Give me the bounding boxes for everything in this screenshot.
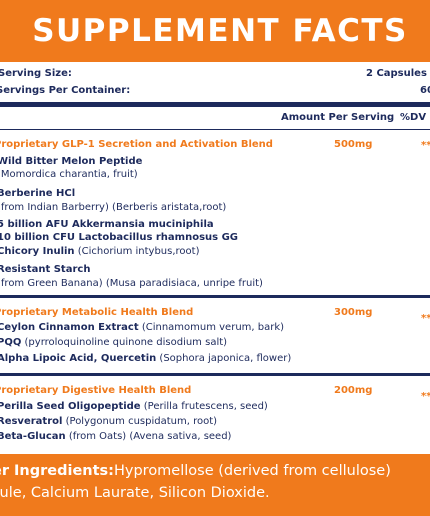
divider [0, 129, 430, 130]
blend-amount: 300mg [334, 307, 373, 318]
servings-per-container-label: Servings Per Container: [0, 85, 131, 96]
ingredient: Resistant Starch [0, 264, 91, 275]
blend-dv: ** [421, 140, 430, 151]
ingredient: 5 billion AFU Akkermansia muciniphila [0, 219, 214, 230]
blend-title: Proprietary Metabolic Health Blend [0, 307, 194, 318]
ingredient: 10 billion CFU Lactobacillus rhamnosus G… [0, 232, 239, 243]
ingredient: Ceylon Cinnamon Extract (Cinnamomum veru… [0, 322, 285, 333]
dv-header: %DV [400, 112, 427, 123]
blend-dv: ** [421, 313, 430, 324]
blend-amount: 200mg [334, 385, 373, 396]
blend-divider [0, 295, 430, 298]
ingredient-source: (from Green Banana) (Musa paradisiaca, u… [0, 278, 263, 289]
thick-divider [0, 102, 430, 107]
other-ingredients-label: er Ingredients: [0, 463, 114, 479]
blend-title: Proprietary Digestive Health Blend [0, 385, 192, 396]
ingredient: PQQ (pyrroloquinoline quinone disodium s… [0, 337, 228, 348]
blend-dv: ** [421, 391, 430, 402]
serving-size-value: 2 Capsules [366, 68, 427, 79]
blend-title: Proprietary GLP-1 Secretion and Activati… [0, 139, 273, 150]
ingredient: Beta-Glucan (from Oats) (Avena sativa, s… [0, 431, 232, 442]
ingredient-source: (from Indian Barberry) (Berberis aristat… [0, 202, 227, 213]
servings-per-container-value: 60 [420, 85, 430, 96]
ingredient: Perilla Seed Oligopeptide (Perilla frute… [0, 401, 268, 412]
other-ingredients: er Ingredients:Hypromellose (derived fro… [0, 454, 430, 516]
ingredient: Resveratrol (Polygonum cuspidatum, root) [0, 416, 218, 427]
serving-size-label: Serving Size: [0, 68, 72, 79]
amount-per-serving-header: Amount Per Serving [281, 112, 395, 123]
facts-panel: Serving Size: 2 Capsules Servings Per Co… [0, 62, 430, 454]
blend-amount: 500mg [334, 139, 373, 150]
supplement-facts-title: SUPPLEMENT FACTS [0, 0, 430, 62]
other-ingredients-line-2: sule, Calcium Laurate, Silicon Dioxide. [0, 485, 270, 501]
other-ingredients-line-1: er Ingredients:Hypromellose (derived fro… [0, 463, 391, 479]
ingredient: Alpha Lipoic Acid, Quercetin (Sophora ja… [0, 353, 292, 364]
blend-divider [0, 373, 430, 376]
ingredient-source: (Momordica charantia, fruit) [0, 169, 138, 180]
ingredient: Chicory Inulin (Cichorium intybus,root) [0, 246, 200, 257]
ingredient: Wild Bitter Melon Peptide [0, 156, 143, 167]
ingredient: Berberine HCl [0, 188, 76, 199]
